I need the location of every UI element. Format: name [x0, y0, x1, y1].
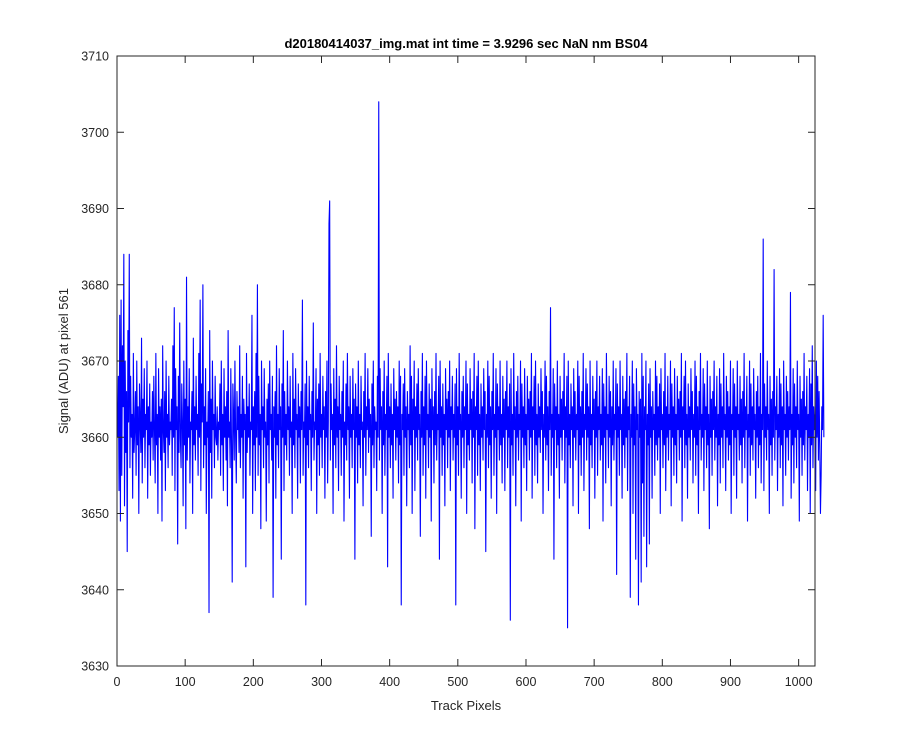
series-layer	[117, 101, 825, 629]
x-tick-label: 1000	[785, 675, 813, 689]
y-tick-label: 3700	[81, 126, 109, 140]
chart-title: d20180414037_img.mat int time = 3.9296 s…	[284, 36, 648, 51]
x-tick-label: 0	[114, 675, 121, 689]
x-tick-labels: 0 100 200 300 400 500 600 700 800 900 1000	[114, 675, 813, 689]
y-tick-label: 3650	[81, 507, 109, 521]
x-tick-label: 200	[243, 675, 264, 689]
y-tick-label: 3640	[81, 583, 109, 597]
x-tick-label: 700	[584, 675, 605, 689]
x-tick-label: 300	[311, 675, 332, 689]
x-tick-label: 900	[720, 675, 741, 689]
x-tick-label: 600	[516, 675, 537, 689]
y-tick-label: 3710	[81, 50, 109, 64]
y-axis-label: Signal (ADU) at pixel 561	[56, 288, 71, 434]
y-tick-label: 3690	[81, 202, 109, 216]
axes-box	[116, 55, 816, 667]
x-axis-label: Track Pixels	[431, 698, 502, 713]
x-tick-label: 400	[379, 675, 400, 689]
x-tick-label: 100	[175, 675, 196, 689]
y-tick-label: 3660	[81, 431, 109, 445]
y-tick-label: 3680	[81, 278, 109, 292]
y-tick-label: 3670	[81, 355, 109, 369]
y-tick-label: 3630	[81, 660, 109, 674]
y-tick-labels: 3630 3640 3650 3660 3670 3680 3690 3700 3710	[81, 50, 109, 674]
series-line-0	[117, 101, 825, 629]
x-tick-label: 500	[447, 675, 468, 689]
x-tick-label: 800	[652, 675, 673, 689]
